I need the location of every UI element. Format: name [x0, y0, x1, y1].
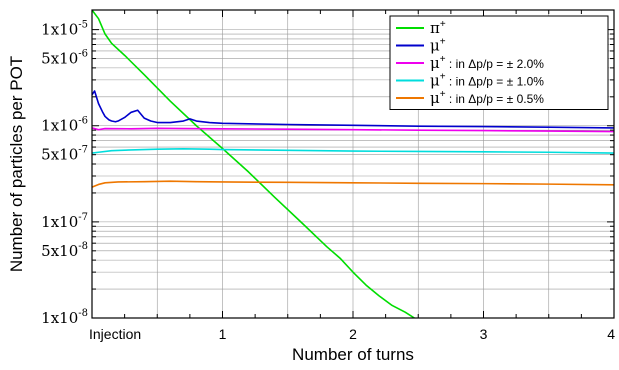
- y-tick-label: 5x10-8: [41, 241, 88, 260]
- ticks: [91, 10, 615, 319]
- y-tick-label: 1x10-7: [41, 212, 88, 231]
- series-line-5: [92, 180, 614, 188]
- y-tick-label: 5x10-6: [41, 49, 88, 68]
- x-tick-label: Injection: [89, 326, 141, 342]
- y-axis-title: Number of particles per POT: [7, 56, 26, 272]
- x-tick-labels: Injection 1 2 3 4: [89, 326, 615, 342]
- y-tick-labels: 1x10-5 5x10-6 1x10-6 5x10-7 1x10-7 5x10-8 1x10…: [41, 20, 88, 327]
- legend: π+μ+μ+ : in Δp/p = ± 2.0%μ+ : in Δp/p = …: [389, 15, 609, 110]
- x-tick-label: 4: [607, 326, 615, 342]
- x-tick-label: 1: [219, 326, 227, 342]
- legend-label: μ+ : in Δp/p = ± 2.0%: [430, 54, 544, 72]
- legend-label: μ+: [430, 37, 446, 55]
- y-tick-label: 1x10-8: [41, 308, 88, 327]
- x-tick-label: 3: [480, 326, 488, 342]
- y-tick-label: 1x10-5: [41, 20, 88, 39]
- y-tick-label: 5x10-7: [41, 145, 88, 164]
- legend-label: μ+ : in Δp/p = ± 0.5%: [430, 89, 544, 107]
- legend-label: π+: [430, 19, 446, 37]
- y-tick-label: 1x10-6: [41, 116, 88, 135]
- legend-box: [389, 15, 609, 110]
- series-lines: [92, 10, 614, 318]
- series-line-3: [92, 127, 614, 133]
- x-axis-title: Number of turns: [292, 345, 414, 364]
- series-line-1: [92, 10, 415, 318]
- x-tick-label: 2: [349, 326, 357, 342]
- legend-label: μ+ : in Δp/p = ± 1.0%: [430, 72, 544, 90]
- series-line-4: [92, 148, 614, 154]
- series-line-2: [92, 90, 614, 129]
